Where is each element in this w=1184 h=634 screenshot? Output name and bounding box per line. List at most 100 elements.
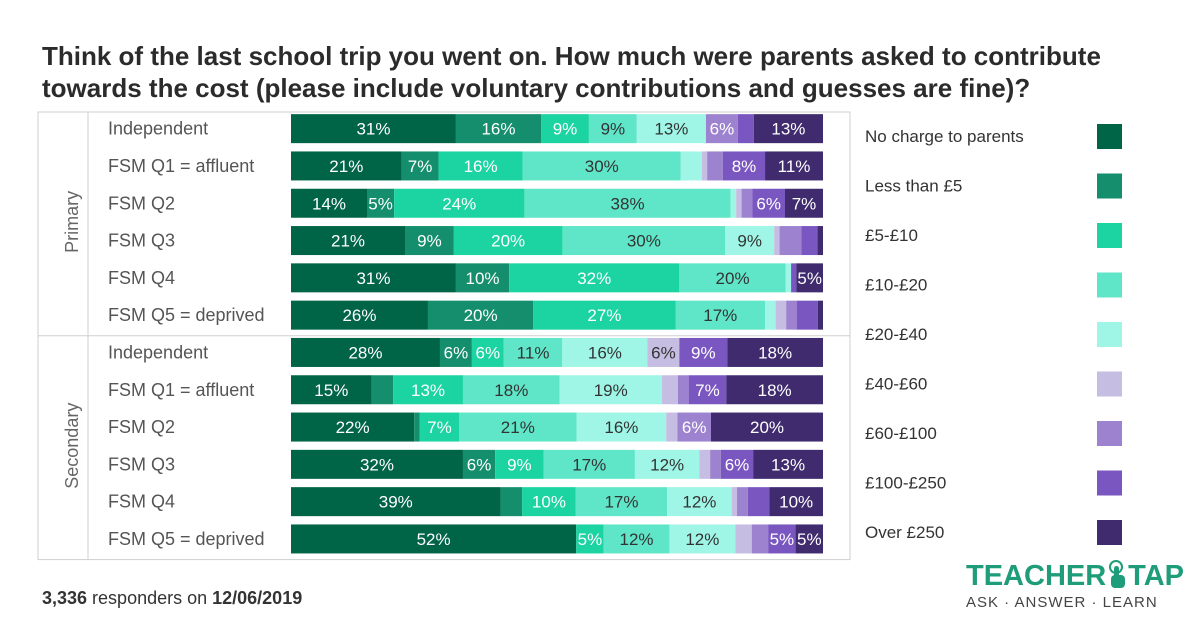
- data-label: 18%: [758, 381, 792, 400]
- data-label: 18%: [494, 381, 528, 400]
- data-label: 20%: [491, 232, 525, 251]
- bar-segment: [677, 375, 689, 405]
- data-label: 21%: [329, 157, 363, 176]
- bar-segment: [414, 412, 420, 442]
- data-label: 11%: [778, 157, 811, 176]
- data-label: 28%: [348, 343, 382, 362]
- legend-label: £100-£250: [865, 474, 946, 493]
- bar-segment: [522, 151, 681, 181]
- bar-segment: [775, 300, 787, 330]
- data-label: 19%: [594, 381, 628, 400]
- bar-segment: [394, 188, 525, 218]
- data-label: 16%: [464, 157, 498, 176]
- data-label: 7%: [792, 194, 817, 213]
- bar-segment: [291, 487, 501, 517]
- footer-text: responders on: [87, 588, 213, 608]
- bar-segment: [603, 524, 670, 554]
- data-label: 9%: [691, 343, 716, 362]
- logo-name-right: TAPP: [1128, 560, 1184, 592]
- data-label: 6%: [651, 343, 676, 362]
- bar-segment: [576, 412, 667, 442]
- bar-segment: [459, 412, 577, 442]
- legend-label: £5-£10: [865, 226, 918, 245]
- bar-segment: [576, 524, 604, 554]
- bar-segment: [291, 375, 372, 405]
- bar-segment: [543, 449, 635, 479]
- bar-segment: [438, 151, 523, 181]
- bar-segment: [796, 263, 823, 293]
- bar-segment: [679, 263, 786, 293]
- bar-segment: [737, 114, 754, 144]
- data-label: 30%: [585, 157, 619, 176]
- data-label: 10%: [466, 269, 500, 288]
- bar-segment: [462, 375, 560, 405]
- data-label: 32%: [577, 269, 611, 288]
- bar-segment: [707, 151, 723, 181]
- data-label: 22%: [336, 418, 370, 437]
- bar-segment: [419, 412, 459, 442]
- bar-segment: [667, 487, 732, 517]
- bar-segment: [679, 337, 728, 367]
- legend-swatch: [1097, 322, 1122, 347]
- bar-segment: [562, 337, 648, 367]
- data-label: 6%: [682, 418, 707, 437]
- bar-segment: [427, 300, 534, 330]
- category-label: Independent: [108, 342, 208, 362]
- legend-swatch: [1097, 173, 1122, 199]
- data-label: 13%: [771, 455, 805, 474]
- bar-segment: [730, 188, 737, 218]
- bars: 31% 16% 9% 9% 13% 6% 13%21% 7% 16% 30% 8% 11%14% 5% 2…: [291, 114, 823, 554]
- category-label: FSM Q5 = deprived: [108, 305, 265, 325]
- data-label: 16%: [588, 343, 622, 362]
- bar-segment: [817, 226, 823, 256]
- bar-segment: [500, 487, 523, 517]
- bar-segment: [731, 487, 738, 517]
- bar-segment: [765, 300, 776, 330]
- data-label: 11%: [517, 343, 550, 362]
- bar-segment: [291, 300, 428, 330]
- data-label: 9%: [601, 120, 626, 139]
- bar-segment: [669, 524, 736, 554]
- bar-segment: [367, 188, 395, 218]
- bar-segment: [471, 337, 504, 367]
- data-label: 52%: [417, 530, 451, 549]
- bar-segment: [705, 114, 738, 144]
- bar-segment: [688, 375, 727, 405]
- data-label: 17%: [703, 306, 737, 325]
- bar-segment: [737, 487, 748, 517]
- bar-segment: [786, 300, 797, 330]
- bar-segment: [801, 226, 818, 256]
- bar-segment: [675, 300, 766, 330]
- data-label: 38%: [611, 194, 645, 213]
- bar-segment: [393, 375, 463, 405]
- bar-segment: [769, 487, 823, 517]
- data-label: 5%: [770, 530, 795, 549]
- data-label: 16%: [604, 418, 638, 437]
- data-label: 7%: [695, 381, 720, 400]
- bar-segment: [291, 524, 577, 554]
- bar-segment: [711, 412, 823, 442]
- data-label: 15%: [314, 381, 348, 400]
- bar-segment: [291, 449, 463, 479]
- bar-segment: [722, 151, 766, 181]
- bar-segment: [462, 449, 496, 479]
- bar-segment: [562, 226, 726, 256]
- group-label: Primary: [62, 191, 82, 253]
- bar-segment: [636, 114, 706, 144]
- bar-segment: [796, 300, 818, 330]
- bar-segment: [753, 114, 823, 144]
- legend-label: Less than £5: [865, 177, 962, 196]
- bar-segment: [291, 226, 405, 256]
- bar-segment: [726, 375, 823, 405]
- bar-segment: [588, 114, 637, 144]
- category-label: Independent: [108, 119, 208, 139]
- bar-segment: [439, 337, 472, 367]
- legend-swatch: [1097, 272, 1122, 298]
- legend-swatch: [1097, 421, 1122, 446]
- bar-segment: [736, 188, 742, 218]
- data-label: 12%: [620, 530, 654, 549]
- data-label: 6%: [476, 343, 501, 362]
- category-label: FSM Q3: [108, 231, 175, 251]
- bar-segment: [747, 487, 770, 517]
